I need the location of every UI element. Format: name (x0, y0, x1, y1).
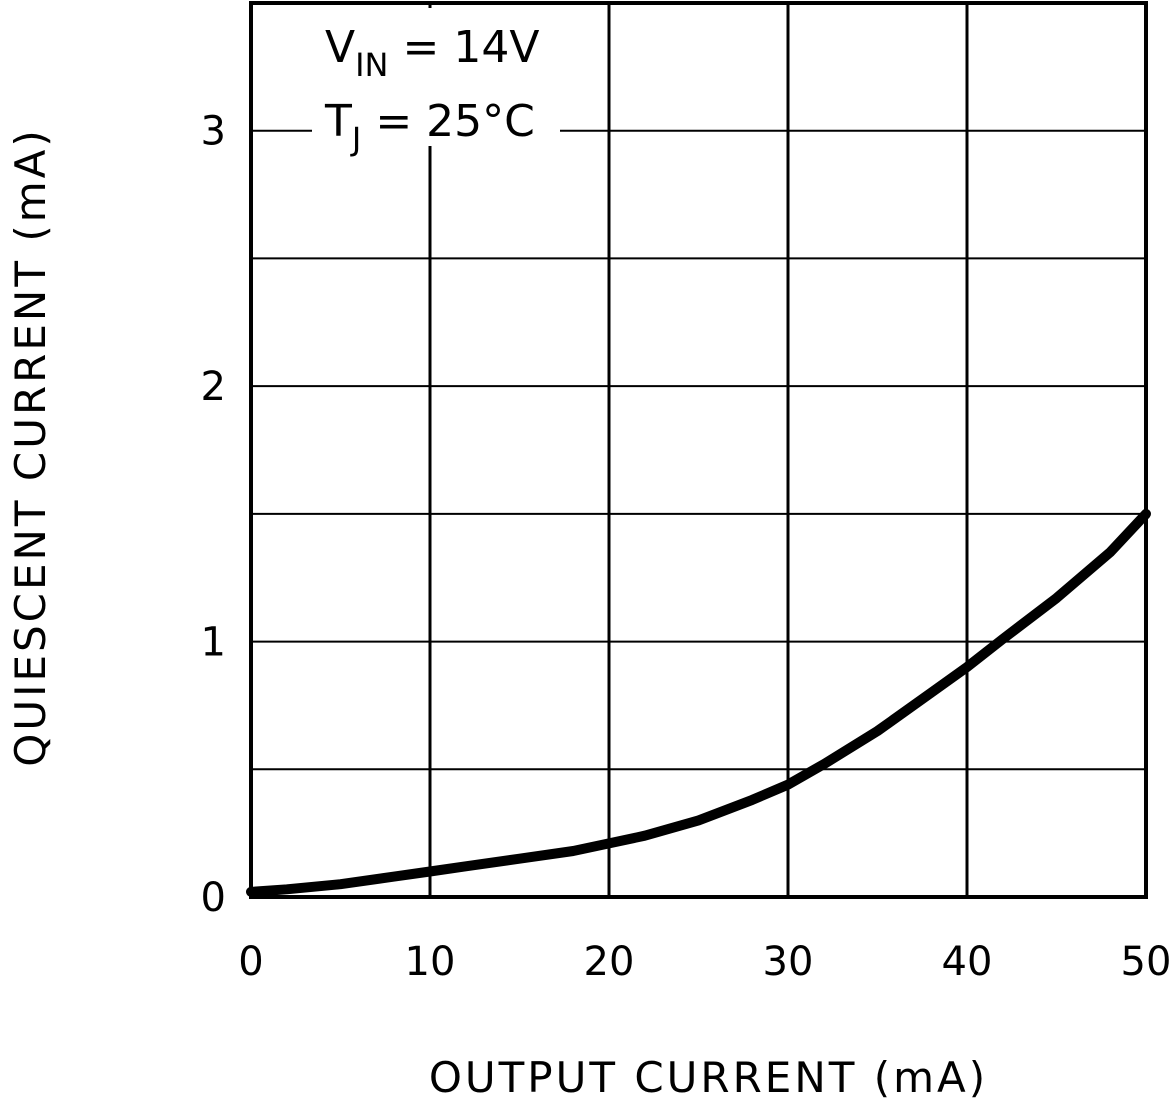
x-tick-label: 40 (942, 939, 993, 985)
series-line (246, 508, 1151, 897)
annotation-text: VIN = 14V (325, 22, 539, 84)
annotation-symbol: T (324, 96, 352, 147)
y-tick-label: 0 (201, 875, 226, 921)
x-tick-label: 50 (1121, 939, 1172, 985)
annotation-value: = 14V (388, 22, 539, 73)
x-tick-labels: 0 10 20 30 40 50 (238, 939, 1171, 985)
grid (251, 3, 1146, 897)
annotation-background (312, 8, 560, 146)
x-tick-label: 0 (238, 939, 263, 985)
annotation-subscript: J (350, 120, 361, 158)
x-axis-label: OUTPUT CURRENT (mA) (429, 1053, 988, 1102)
y-tick-label: 2 (201, 364, 226, 410)
y-tick-label: 3 (201, 109, 226, 155)
y-tick-label: 1 (201, 620, 226, 666)
series-layer (246, 508, 1151, 897)
annotation-layer: VIN = 14V TJ = 25°C (312, 8, 560, 158)
x-tick-label: 10 (405, 939, 456, 985)
annotation-text: TJ = 25°C (324, 96, 535, 158)
plot-frame (249, 1, 1148, 899)
annotation-value: = 25°C (361, 96, 535, 147)
annotation-subscript: IN (355, 46, 388, 84)
y-axis-label: QUIESCENT CURRENT (mA) (6, 127, 55, 766)
x-tick-label: 30 (763, 939, 814, 985)
x-tick-label: 20 (584, 939, 635, 985)
annotation-symbol: V (325, 22, 355, 73)
y-tick-labels: 0 1 2 3 (201, 109, 226, 921)
